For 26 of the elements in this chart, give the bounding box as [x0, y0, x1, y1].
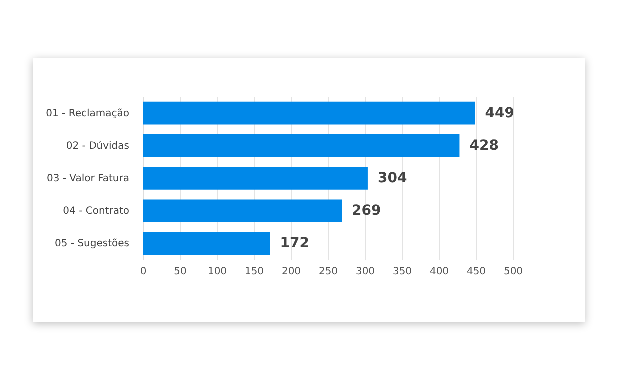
data-label: 449 [485, 105, 514, 122]
bar [143, 102, 476, 125]
x-tick-label: 450 [466, 266, 486, 278]
x-tick-label: 150 [244, 266, 264, 278]
x-tick-label: 400 [430, 266, 450, 278]
x-tick-label: 250 [318, 266, 338, 278]
bar [143, 167, 368, 190]
x-tick-label: 350 [392, 266, 412, 278]
data-label: 304 [378, 170, 408, 186]
data-label: 269 [352, 203, 382, 220]
x-tick-label: 50 [174, 266, 187, 278]
x-tick-label: 200 [282, 266, 302, 278]
y-tick-label: 03 - Valor Fatura [46, 174, 130, 184]
x-tick-label: 100 [208, 266, 228, 278]
bar [143, 134, 460, 158]
bar [143, 200, 342, 223]
x-tick-label: 300 [356, 266, 376, 278]
y-tick-label: 01 - Reclamação [46, 108, 130, 120]
data-label: 172 [280, 236, 310, 252]
y-tick-label: 05 - Sugestões [55, 238, 130, 250]
y-tick-label: 04 - Contrato [63, 206, 130, 218]
bar [143, 232, 270, 256]
x-tick-label: 0 [140, 266, 147, 278]
x-tick-label: 500 [504, 266, 524, 278]
y-tick-label: 02 - Dúvidas [66, 140, 130, 152]
data-label: 428 [470, 138, 499, 154]
